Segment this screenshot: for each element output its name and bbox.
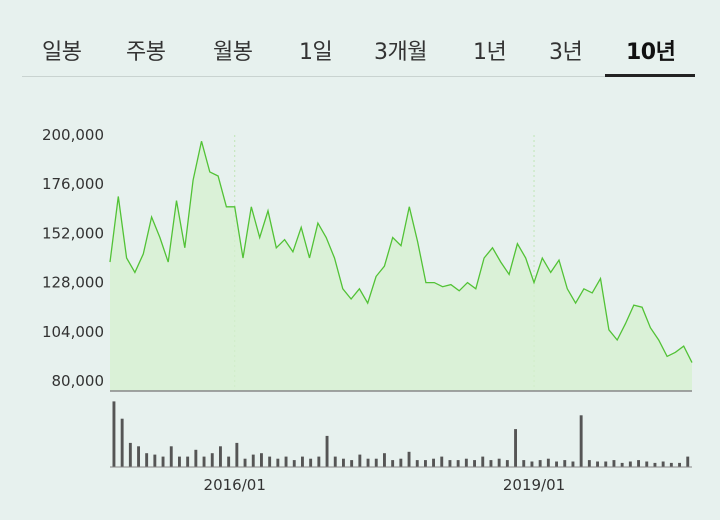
price-area bbox=[110, 141, 692, 391]
x-tick-label: 2016/01 bbox=[204, 476, 266, 494]
volume-bar bbox=[169, 446, 173, 467]
volume-bar bbox=[260, 453, 263, 467]
volume-bar bbox=[333, 456, 337, 467]
volume-bar bbox=[112, 401, 116, 467]
volume-bar bbox=[514, 429, 517, 468]
volume-bar bbox=[366, 458, 370, 467]
volume-bar bbox=[628, 461, 632, 467]
tab-1year[interactable]: 1년 bbox=[473, 40, 507, 65]
volume-bar bbox=[522, 460, 526, 467]
volume-bar bbox=[637, 460, 640, 467]
volume-bar bbox=[227, 456, 231, 467]
y-axis-ticks: 200,000 176,000 152,000 128,000 104,000 80,00… bbox=[42, 126, 104, 390]
tab-daily[interactable]: 일봉 bbox=[42, 40, 82, 65]
volume-bar bbox=[571, 461, 575, 467]
active-tab-indicator bbox=[605, 74, 695, 77]
volume-bar bbox=[538, 460, 542, 467]
volume-bar bbox=[620, 462, 624, 467]
volume-bar bbox=[481, 456, 485, 467]
volume-bar bbox=[653, 462, 657, 467]
volume-bar bbox=[407, 451, 411, 467]
volume-bar bbox=[268, 456, 272, 467]
y-tick-label: 80,000 bbox=[52, 372, 105, 390]
volume-bar bbox=[440, 456, 444, 467]
volume-bar bbox=[178, 456, 181, 467]
tab-3year[interactable]: 3년 bbox=[549, 40, 583, 65]
volume-bar bbox=[383, 453, 386, 467]
volume-bar bbox=[489, 460, 493, 467]
volume-bar bbox=[497, 458, 501, 467]
tab-10year[interactable]: 10년 bbox=[626, 40, 676, 65]
volume-bar bbox=[301, 456, 304, 467]
volume-bar bbox=[137, 446, 140, 467]
volume-bar bbox=[645, 461, 649, 467]
volume-bar bbox=[251, 454, 255, 467]
volume-bar bbox=[424, 460, 427, 467]
volume-bar bbox=[612, 460, 616, 467]
volume-bar bbox=[448, 460, 452, 467]
volume-bar bbox=[317, 456, 321, 467]
volume-bar bbox=[530, 461, 534, 467]
volume-bar bbox=[284, 456, 288, 467]
y-tick-label: 176,000 bbox=[42, 175, 104, 193]
volume-bar bbox=[604, 461, 608, 467]
volume-bar bbox=[399, 458, 403, 467]
y-tick-label: 128,000 bbox=[42, 274, 104, 292]
volume-bar bbox=[210, 453, 214, 467]
volume-bar bbox=[342, 458, 345, 467]
volume-bar bbox=[555, 461, 558, 467]
volume-bar bbox=[350, 460, 354, 467]
volume-bar bbox=[358, 454, 362, 467]
volume-bar bbox=[587, 460, 591, 467]
x-axis-ticks: 2016/01 2019/01 bbox=[204, 476, 566, 494]
volume-bar bbox=[292, 460, 296, 467]
volume-bar bbox=[153, 454, 157, 467]
y-tick-label: 200,000 bbox=[42, 126, 104, 144]
volume-bar bbox=[235, 442, 239, 467]
tab-3month[interactable]: 3개월 bbox=[374, 40, 427, 65]
volume-bar bbox=[505, 460, 509, 467]
volume-bar bbox=[415, 460, 419, 467]
volume-bar bbox=[546, 458, 550, 467]
volume-bar bbox=[669, 462, 673, 467]
volume-bar bbox=[686, 456, 690, 467]
period-tabs: 일봉 주봉 월봉 1일 3개월 1년 3년 10년 bbox=[22, 0, 695, 77]
volume-bar bbox=[186, 456, 190, 467]
price-line bbox=[109, 141, 693, 363]
volume-bar bbox=[309, 458, 313, 467]
tab-weekly[interactable]: 주봉 bbox=[126, 40, 166, 65]
volume-bar bbox=[145, 453, 149, 467]
volume-bar bbox=[678, 462, 681, 467]
volume-bar bbox=[276, 458, 280, 467]
volume-bar bbox=[374, 458, 378, 467]
tab-monthly[interactable]: 월봉 bbox=[213, 40, 253, 65]
x-tick-label: 2019/01 bbox=[503, 476, 565, 494]
volume-bar bbox=[579, 415, 583, 468]
volume-bar bbox=[456, 460, 460, 467]
volume-bar bbox=[128, 442, 132, 467]
volume-bar bbox=[325, 435, 329, 467]
volume-bars bbox=[112, 401, 690, 468]
volume-bar bbox=[202, 456, 206, 467]
volume-bar bbox=[219, 446, 222, 467]
volume-bar bbox=[563, 460, 567, 467]
volume-bar bbox=[464, 458, 468, 467]
volume-bar bbox=[194, 449, 198, 468]
volume-bar bbox=[161, 456, 165, 467]
volume-bar bbox=[120, 418, 124, 467]
volume-bar bbox=[473, 460, 476, 467]
volume-bar bbox=[391, 460, 395, 467]
tab-1day[interactable]: 1일 bbox=[299, 40, 333, 65]
volume-bar bbox=[432, 458, 435, 467]
volume-bar bbox=[661, 461, 665, 467]
volume-bar bbox=[596, 461, 599, 467]
y-tick-label: 152,000 bbox=[42, 224, 104, 242]
y-tick-label: 104,000 bbox=[42, 323, 104, 341]
volume-bar bbox=[243, 458, 247, 467]
